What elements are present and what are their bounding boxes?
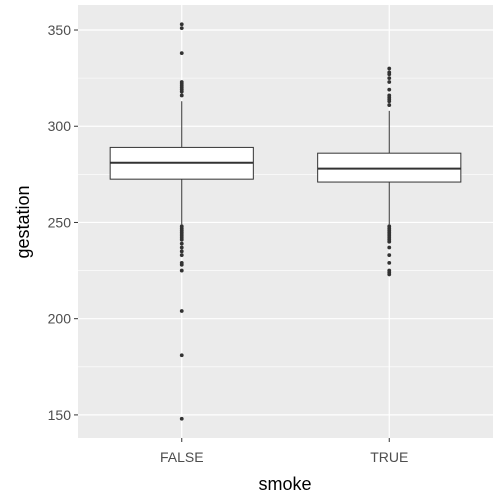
outlier-point (179, 241, 184, 246)
outlier-point (179, 416, 184, 421)
x-axis: FALSE TRUE (160, 438, 408, 465)
outlier-point (179, 245, 184, 250)
outlier-point (387, 253, 392, 258)
outlier-point (179, 80, 184, 84)
outlier-point (387, 268, 392, 273)
outlier-point (179, 93, 184, 98)
outlier-point (387, 93, 392, 98)
y-tick-label: 250 (48, 214, 72, 230)
outlier-point (179, 26, 184, 30)
outlier-point (179, 260, 184, 265)
plot-panel (78, 5, 493, 438)
y-tick-label: 350 (48, 22, 72, 38)
outlier-point (179, 22, 184, 27)
boxes-layer (109, 22, 462, 421)
outlier-point (179, 268, 184, 273)
x-tick-label: TRUE (370, 449, 408, 465)
y-tick-label: 150 (48, 407, 72, 423)
outlier-point (179, 224, 184, 229)
box-false (109, 22, 254, 421)
outlier-point (387, 76, 392, 81)
outlier-point (387, 87, 392, 92)
box-true (317, 66, 462, 277)
y-tick-label: 300 (48, 118, 72, 134)
x-axis-title: smoke (258, 474, 311, 494)
y-tick-label: 200 (48, 311, 72, 327)
outlier-point (387, 260, 392, 265)
outlier-point (387, 66, 392, 71)
outlier-point (387, 245, 392, 250)
outlier-point (179, 51, 184, 56)
outlier-point (387, 80, 392, 84)
outlier-point (387, 103, 392, 107)
x-tick-label: FALSE (160, 449, 204, 465)
outlier-point (387, 70, 392, 75)
outlier-point (179, 353, 184, 358)
y-axis: 150 200 250 300 350 (48, 22, 78, 423)
y-axis-title: gestation (13, 185, 33, 258)
outlier-point (179, 249, 184, 254)
outlier-point (179, 253, 184, 258)
outlier-point (387, 224, 392, 229)
outlier-point (179, 309, 184, 313)
